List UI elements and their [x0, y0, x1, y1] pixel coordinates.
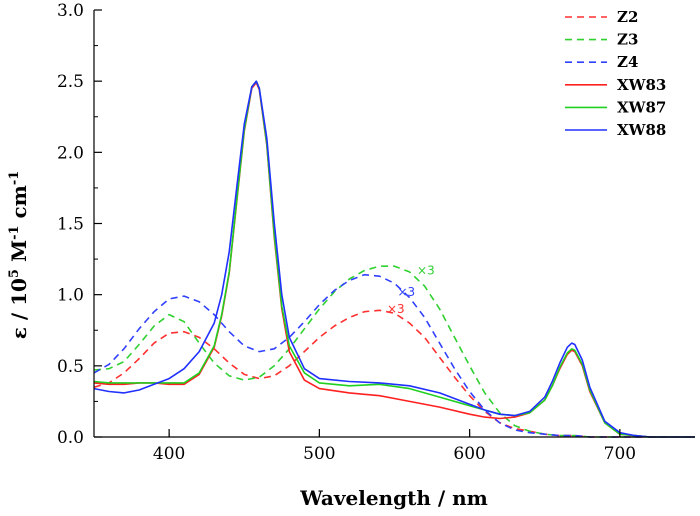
y-axis-title: ε / 105 M-1 cm-1 [7, 171, 31, 340]
axes [93, 10, 695, 438]
series-layer [93, 80, 695, 438]
series-line-xw88 [93, 80, 695, 438]
y-axis-title-prefix: ε / 10 [7, 278, 31, 339]
annotation-label: ×3 [398, 285, 416, 299]
y-axis-title-mid2: cm [7, 185, 31, 225]
y-tick-label: 1.0 [57, 286, 84, 306]
y-tick-label: 0.0 [57, 428, 84, 448]
legend-label-xw87: XW87 [617, 98, 666, 116]
x-axis-title: Wavelength / nm [299, 486, 488, 510]
y-tick-label: 3.0 [57, 1, 84, 21]
y-tick-label: 0.5 [57, 357, 84, 377]
y-tick-label: 2.0 [57, 143, 84, 163]
series-line-z4 [93, 273, 695, 438]
legend: Z2 Z3 Z4 XW83 XW87 XW88 [565, 8, 666, 139]
y-tick-label: 2.5 [57, 72, 84, 92]
y-axis-title-exp1: 5 [7, 269, 22, 278]
series-line-z3 [93, 265, 695, 438]
y-axis-title-exp2: -1 [7, 225, 22, 239]
series-line-z2 [93, 309, 695, 438]
legend-label-xw83: XW83 [617, 76, 666, 94]
annotation-label: ×3 [417, 264, 435, 278]
series-line-xw87 [93, 80, 695, 438]
legend-label-xw88: XW88 [617, 121, 666, 139]
annotation-layer: ×3×3×3 [387, 264, 435, 316]
legend-label-z3: Z3 [617, 31, 638, 49]
x-tick-label: 500 [303, 444, 335, 464]
y-tick-label: 1.5 [57, 215, 84, 235]
x-tick-label: 700 [604, 444, 636, 464]
x-tick-label: 600 [453, 444, 485, 464]
tick-layer: 400 500 600 700 0.0 0.5 1.0 1.5 2.0 2.5 3.0 [57, 1, 636, 464]
legend-label-z2: Z2 [617, 8, 638, 26]
y-axis-title-exp3: -1 [7, 171, 22, 185]
annotation-label: ×3 [387, 302, 405, 316]
y-axis-title-mid: M [7, 240, 31, 269]
legend-label-z4: Z4 [617, 53, 638, 71]
x-tick-label: 400 [153, 444, 185, 464]
